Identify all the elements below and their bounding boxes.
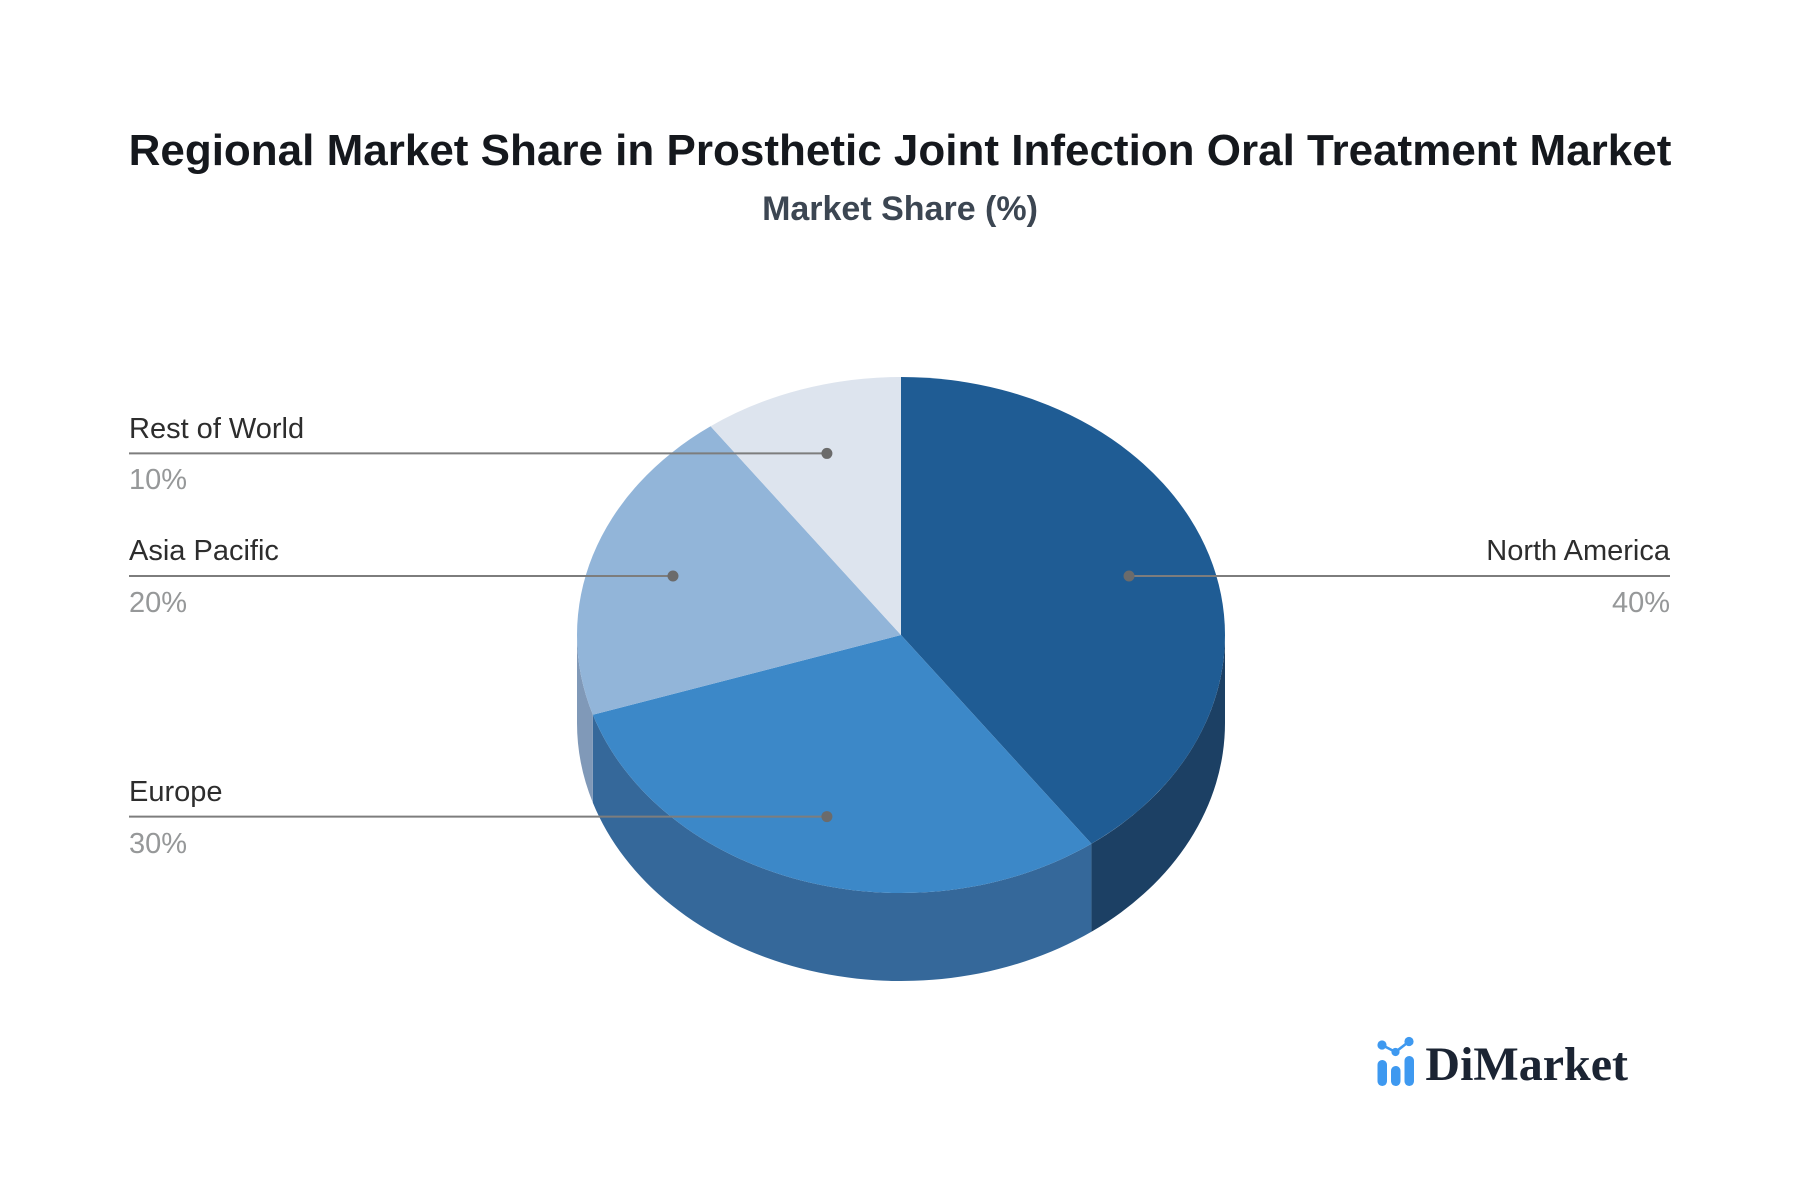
pie-percent-rest-of-world: 10% bbox=[129, 464, 188, 497]
dimarket-logo[interactable]: DiMarket bbox=[1376, 1036, 1628, 1088]
bar-line-chart-icon bbox=[1377, 1036, 1415, 1086]
dimarket-logo-text: DiMarket bbox=[1425, 1037, 1628, 1091]
pie-slice-rest-of-world[interactable] bbox=[710, 377, 901, 635]
pie-label-asia-pacific: Asia Pacific bbox=[129, 535, 279, 568]
pie-slice-side-north-america bbox=[1091, 635, 1225, 932]
pie-percent-north-america: 40% bbox=[1611, 587, 1670, 619]
pie-slice-asia-pacific[interactable] bbox=[577, 426, 901, 715]
pie-slice-europe[interactable] bbox=[592, 635, 1092, 893]
pie-percent-asia-pacific: 20% bbox=[129, 587, 188, 619]
pie-slice-north-america[interactable] bbox=[901, 377, 1225, 844]
pie-label-europe: Europe bbox=[129, 775, 223, 808]
pie-label-north-america: North America bbox=[1486, 535, 1670, 568]
connector-dot-north-america bbox=[1123, 570, 1135, 582]
chart-title: Regional Market Share in Prosthetic Join… bbox=[128, 126, 1672, 175]
connector-dot-rest-of-world bbox=[821, 447, 833, 459]
chart-subtitle: Market Share (%) bbox=[762, 190, 1038, 228]
pie-label-rest-of-world: Rest of World bbox=[129, 412, 305, 445]
connector-dot-asia-pacific bbox=[667, 570, 679, 582]
pie-slice-side-asia-pacific bbox=[577, 635, 593, 803]
pie-slice-side-europe bbox=[592, 714, 1092, 981]
pie-percent-europe: 30% bbox=[129, 827, 188, 860]
connector-dot-europe bbox=[821, 811, 833, 823]
